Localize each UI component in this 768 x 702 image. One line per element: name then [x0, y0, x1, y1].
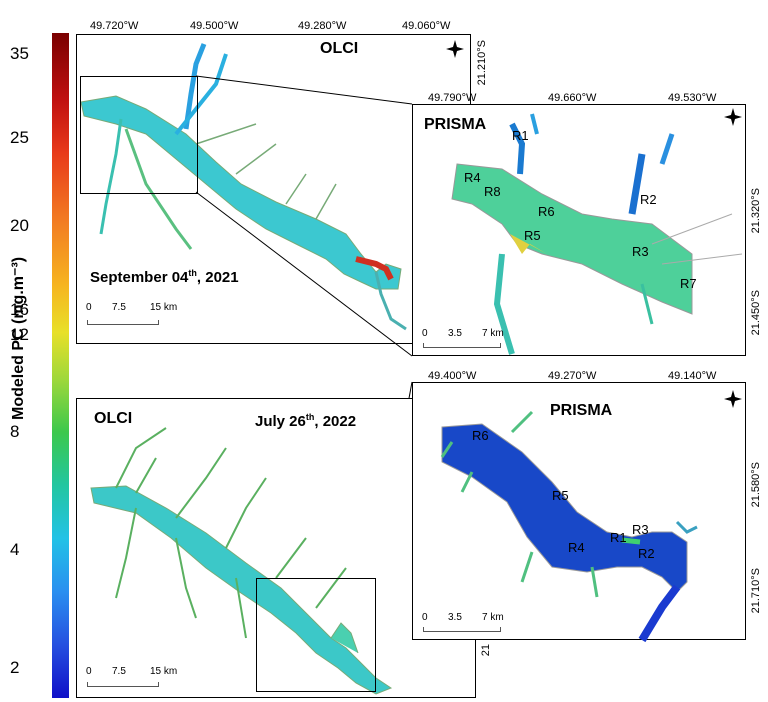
reservoir-map: [451, 113, 743, 355]
point-label-r2: R2: [638, 546, 655, 561]
point-label-r4: R4: [568, 540, 585, 555]
lat-tick: 21.710°S: [750, 568, 762, 614]
north-arrow-icon: [724, 108, 742, 126]
zoom-box: [80, 76, 198, 194]
lon-tick: 49.270°W: [548, 370, 597, 382]
lon-tick: 49.400°W: [428, 370, 477, 382]
lon-tick: 49.720°W: [90, 20, 139, 32]
lon-tick: 49.280°W: [298, 20, 347, 32]
colorbar-tick-12: 12: [10, 325, 29, 344]
point-label-r8: R8: [484, 184, 501, 199]
map-frame: [76, 398, 476, 698]
lat-tick: 21.320°S: [750, 188, 762, 234]
reservoir-map: [90, 427, 393, 695]
colorbar-tick-16: 16: [10, 300, 29, 319]
lon-tick: 49.500°W: [190, 20, 239, 32]
point-label-r5: R5: [552, 488, 569, 503]
point-label-r2: R2: [640, 192, 657, 207]
north-arrow-icon: [446, 40, 464, 58]
lat-tick: 21: [480, 644, 492, 657]
panel-title: PRISMA: [550, 402, 613, 419]
point-label-r3: R3: [632, 522, 649, 537]
point-label-r5: R5: [524, 228, 541, 243]
colorbar-tick-4: 4: [10, 540, 20, 559]
point-label-r1: R1: [610, 530, 627, 545]
colorbar-gradient: [52, 33, 69, 698]
lon-tick: 49.790°W: [428, 92, 477, 104]
colorbar-tick-35: 35: [10, 44, 29, 63]
lon-tick: 49.530°W: [668, 92, 717, 104]
lat-tick: 21.450°S: [750, 290, 762, 336]
date-label: September 04th, 2021: [90, 268, 239, 286]
panel-title: OLCI: [320, 40, 359, 57]
point-label-r3: R3: [632, 244, 649, 259]
reservoir-map: [440, 410, 698, 643]
point-label-r4: R4: [464, 170, 481, 185]
north-arrow-icon: [724, 390, 742, 408]
panel-title: PRISMA: [424, 116, 487, 133]
colorbar-tick-8: 8: [10, 422, 20, 441]
colorbar-tick-2: 2: [10, 658, 20, 677]
lon-tick: 49.660°W: [548, 92, 597, 104]
lon-tick: 49.060°W: [402, 20, 451, 32]
zoom-box: [256, 578, 376, 692]
reservoir-map: [80, 43, 407, 331]
date-label: July 26th, 2022: [255, 412, 357, 430]
panel-title: OLCI: [94, 410, 133, 427]
point-label-r6: R6: [472, 428, 489, 443]
point-label-r1: R1: [512, 128, 529, 143]
lon-tick: 49.140°W: [668, 370, 717, 382]
lat-tick: 21.580°S: [750, 462, 762, 508]
point-label-r7: R7: [680, 276, 697, 291]
point-label-r6: R6: [538, 204, 555, 219]
colorbar-tick-25: 25: [10, 128, 29, 147]
colorbar-tick-20: 20: [10, 216, 29, 235]
